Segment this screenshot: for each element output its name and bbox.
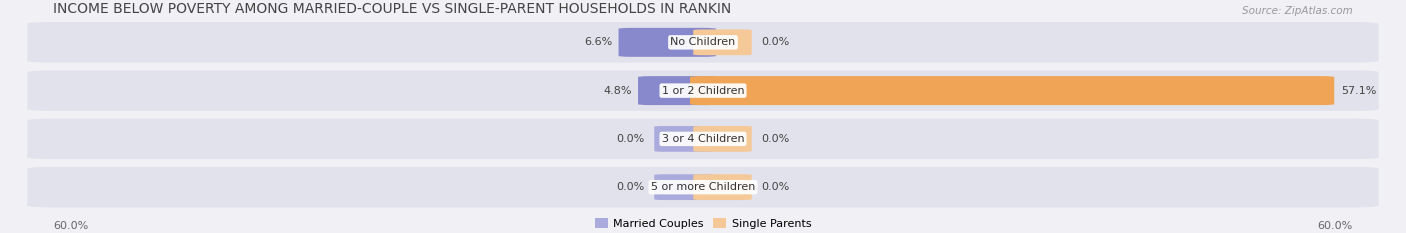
Text: 0.0%: 0.0% <box>762 134 790 144</box>
FancyBboxPatch shape <box>27 70 1379 111</box>
FancyBboxPatch shape <box>27 167 1379 207</box>
FancyBboxPatch shape <box>619 28 716 57</box>
Text: 4.8%: 4.8% <box>603 86 631 96</box>
FancyBboxPatch shape <box>27 22 1379 63</box>
Text: INCOME BELOW POVERTY AMONG MARRIED-COUPLE VS SINGLE-PARENT HOUSEHOLDS IN RANKIN: INCOME BELOW POVERTY AMONG MARRIED-COUPL… <box>53 2 731 16</box>
Legend: Married Couples, Single Parents: Married Couples, Single Parents <box>591 214 815 233</box>
Text: 5 or more Children: 5 or more Children <box>651 182 755 192</box>
FancyBboxPatch shape <box>693 126 752 152</box>
Text: 0.0%: 0.0% <box>616 182 644 192</box>
FancyBboxPatch shape <box>654 126 713 152</box>
FancyBboxPatch shape <box>654 174 713 200</box>
FancyBboxPatch shape <box>693 174 752 200</box>
Text: 3 or 4 Children: 3 or 4 Children <box>662 134 744 144</box>
Text: 60.0%: 60.0% <box>1317 221 1353 231</box>
Text: 57.1%: 57.1% <box>1341 86 1376 96</box>
Text: 60.0%: 60.0% <box>53 221 89 231</box>
Text: 0.0%: 0.0% <box>762 182 790 192</box>
Text: 1 or 2 Children: 1 or 2 Children <box>662 86 744 96</box>
FancyBboxPatch shape <box>693 29 752 55</box>
Text: Source: ZipAtlas.com: Source: ZipAtlas.com <box>1241 6 1353 16</box>
FancyBboxPatch shape <box>690 76 1334 105</box>
FancyBboxPatch shape <box>638 76 716 105</box>
Text: 6.6%: 6.6% <box>583 37 612 47</box>
Text: No Children: No Children <box>671 37 735 47</box>
Text: 0.0%: 0.0% <box>762 37 790 47</box>
Text: 0.0%: 0.0% <box>616 134 644 144</box>
FancyBboxPatch shape <box>27 119 1379 159</box>
